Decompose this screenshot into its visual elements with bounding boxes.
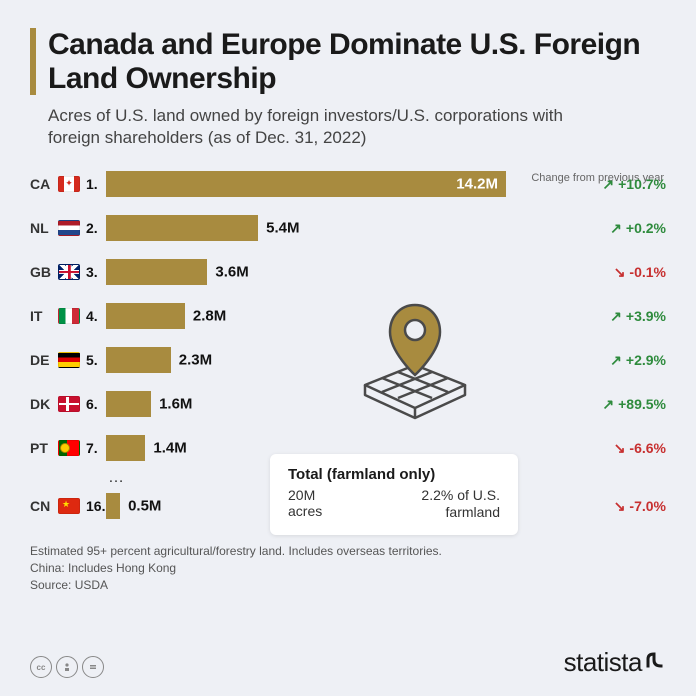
change-value: ↗+0.2% (610, 220, 666, 237)
country-code: PT (30, 440, 56, 456)
flag-icon (58, 352, 80, 368)
change-value: ↗+10.7% (602, 176, 666, 193)
arrow-up-icon: ↗ (602, 176, 614, 193)
arrow-up-icon: ↗ (610, 220, 622, 237)
change-value: ↘-7.0% (614, 498, 666, 515)
flag-icon (58, 264, 80, 280)
title-block: Canada and Europe Dominate U.S. Foreign … (30, 28, 666, 95)
arrow-down-icon: ↘ (614, 440, 626, 457)
brand-text: statista (564, 647, 642, 678)
flag-icon (58, 176, 80, 192)
bar-value-label: 1.6M (159, 396, 192, 413)
accent-bar (30, 28, 36, 95)
brand-logo: statista (564, 647, 666, 678)
country-code: CA (30, 176, 56, 192)
change-text: +2.9% (626, 352, 666, 368)
by-icon (56, 656, 78, 678)
flag-icon (58, 440, 80, 456)
brand-mark (644, 647, 666, 678)
bar-wrap: 3.6M (106, 259, 666, 285)
footer: cc statista (30, 647, 666, 678)
rank-number: 4. (86, 308, 106, 324)
bar-row: CA 1. 14.2M ↗+10.7% (30, 165, 666, 203)
footnote-line: China: Includes Hong Kong (30, 560, 666, 577)
rank-number: 6. (86, 396, 106, 412)
change-value: ↗+3.9% (610, 308, 666, 325)
rank-number: 16. (86, 498, 106, 514)
arrow-down-icon: ↘ (614, 498, 626, 515)
bar-row: NL2.5.4M↗+0.2% (30, 209, 666, 247)
nd-icon (82, 656, 104, 678)
footnote-line: Source: USDA (30, 577, 666, 594)
country-code: IT (30, 308, 56, 324)
bar: 2.8M (106, 303, 185, 329)
footnotes: Estimated 95+ percent agricultural/fores… (30, 543, 666, 593)
land-pin-icon (340, 290, 490, 430)
country-code: DK (30, 396, 56, 412)
total-box: Total (farmland only) 20M acres 2.2% of … (270, 454, 518, 535)
footnote-line: Estimated 95+ percent agricultural/fores… (30, 543, 666, 560)
bar-wrap: 14.2M (106, 171, 666, 197)
rank-number: 7. (86, 440, 106, 456)
change-text: +0.2% (626, 220, 666, 236)
change-text: +10.7% (618, 176, 666, 192)
license-icons: cc (30, 656, 104, 678)
arrow-up-icon: ↗ (610, 308, 622, 325)
bar-value-label: 14.2M (456, 176, 498, 193)
arrow-down-icon: ↘ (614, 264, 626, 281)
bar-value-label: 2.3M (179, 352, 212, 369)
arrow-up-icon: ↗ (602, 396, 614, 413)
flag-icon (58, 396, 80, 412)
rank-number: 3. (86, 264, 106, 280)
rank-number: 1. (86, 176, 106, 192)
change-text: +3.9% (626, 308, 666, 324)
chart-title: Canada and Europe Dominate U.S. Foreign … (48, 28, 666, 95)
bar-value-label: 2.8M (193, 308, 226, 325)
bar-wrap: 5.4M (106, 215, 666, 241)
change-text: -0.1% (629, 264, 666, 280)
cc-icon: cc (30, 656, 52, 678)
chart-subtitle: Acres of U.S. land owned by foreign inve… (48, 105, 568, 149)
bar: 14.2M (106, 171, 506, 197)
bar: 2.3M (106, 347, 171, 373)
country-code: GB (30, 264, 56, 280)
bar: 1.6M (106, 391, 151, 417)
total-percent: 2.2% of U.S. farmland (377, 487, 500, 521)
change-value: ↘-0.1% (614, 264, 666, 281)
change-value: ↗+2.9% (610, 352, 666, 369)
arrow-up-icon: ↗ (610, 352, 622, 369)
country-code: CN (30, 498, 56, 514)
change-value: ↘-6.6% (614, 440, 666, 457)
change-text: -7.0% (629, 498, 666, 514)
total-acres: 20M acres (288, 487, 347, 521)
rank-number: 2. (86, 220, 106, 236)
bar: 5.4M (106, 215, 258, 241)
change-value: ↗+89.5% (602, 396, 666, 413)
bar-value-label: 5.4M (266, 220, 299, 237)
rank-number: 5. (86, 352, 106, 368)
bar: 0.5M (106, 493, 120, 519)
country-code: NL (30, 220, 56, 236)
change-text: -6.6% (629, 440, 666, 456)
svg-text:cc: cc (37, 663, 46, 672)
bar-value-label: 0.5M (128, 498, 161, 515)
flag-icon (58, 220, 80, 236)
total-title: Total (farmland only) (288, 466, 500, 483)
bar-value-label: 3.6M (215, 264, 248, 281)
bar: 3.6M (106, 259, 207, 285)
flag-icon (58, 498, 80, 514)
bar-value-label: 1.4M (153, 440, 186, 457)
country-code: DE (30, 352, 56, 368)
bar: 1.4M (106, 435, 145, 461)
bar-row: GB3.3.6M↘-0.1% (30, 253, 666, 291)
change-text: +89.5% (618, 396, 666, 412)
flag-icon (58, 308, 80, 324)
